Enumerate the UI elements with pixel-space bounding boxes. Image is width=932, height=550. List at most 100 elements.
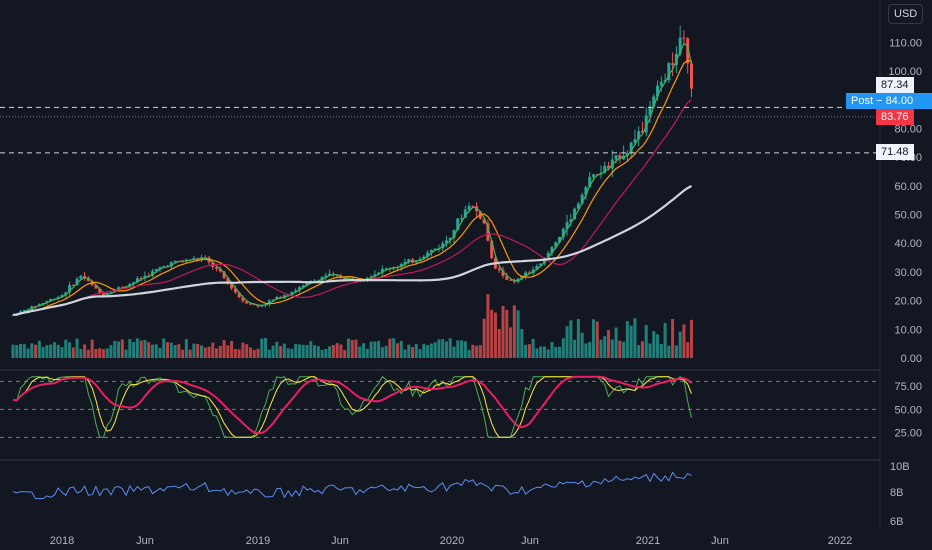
volume-bar [45,345,48,358]
volume-bar [381,347,384,358]
volume-bar [113,341,116,358]
volume-bar [524,345,527,358]
volume-bar [600,340,603,358]
volume-bar [181,350,184,358]
volume-bar [411,347,414,358]
candle-body [660,82,663,86]
volume-bar [132,342,135,358]
volume-bar [464,341,467,358]
volume-bar [660,344,663,358]
volume-bar [611,340,614,358]
volume-bar [664,323,667,358]
volume-bar [351,340,354,358]
bottom-tick-label: 10B [890,461,910,473]
volume-bar [298,344,301,358]
price-line-label-upper: 87.34 [876,77,914,93]
volume-bar [573,340,576,358]
volume-bar [532,339,535,358]
volume-bar [355,340,358,358]
volume-bar [592,319,595,358]
volume-bar [483,319,486,358]
volume-bar [569,320,572,358]
volume-bar [562,338,565,358]
volume-bar [49,345,52,358]
price-tick-label: 50.00 [894,210,922,222]
volume-bar [652,331,655,358]
volume-bar [151,345,154,358]
volume-bar [373,342,376,358]
price-tick-label: 80.00 [894,123,922,135]
price-tick-label: 30.00 [894,267,922,279]
volume-bar [637,345,640,358]
volume-bar [490,310,493,358]
volume-bar [641,341,644,358]
time-tick-label: Jun [331,535,349,547]
volume-bar [633,318,636,358]
volume-bar [317,346,320,358]
volume-bar [324,349,327,358]
volume-bar [159,348,162,358]
volume-bar [445,342,448,358]
volume-bar [34,345,37,358]
volume-bar [479,345,482,358]
volume-bar [656,334,659,358]
time-tick-label: 2018 [50,535,74,547]
volume-bar [468,350,471,358]
volume-bar [140,341,143,358]
volume-bar [121,339,124,358]
volume-bar [581,333,584,358]
volume-bar [358,346,361,358]
volume-bar [117,341,120,358]
volume-bar [441,339,444,358]
volume-bar [91,340,94,358]
volume-bar [306,345,309,358]
volume-bar [671,319,674,358]
volume-bar [339,345,342,358]
volume-bar [313,345,316,358]
volume-bar [505,310,508,358]
volume-bar [679,332,682,358]
volume-bar [128,339,131,358]
volume-bar [170,343,173,358]
volume-bar [245,344,248,358]
volume-bar [449,338,452,358]
volume-bar [234,349,237,358]
volume-bar [475,346,478,358]
volume-bar [230,341,233,358]
chart-background [0,0,932,550]
price-tick-label: 10.00 [894,324,922,336]
last-price-label: 83.76 [876,109,914,125]
candle-body [174,261,177,262]
volume-bar [42,347,45,358]
stock-chart[interactable]: 110.00100.0090.0080.0070.0060.0050.0040.… [0,0,932,550]
volume-bar [667,346,670,358]
volume-bar [87,350,90,358]
volume-bar [366,349,369,358]
volume-bar [309,341,312,358]
post-value: 84.00 [886,95,914,107]
volume-bar [268,350,271,358]
volume-bar [566,326,569,358]
volume-bar [241,343,244,358]
volume-bar [630,326,633,358]
time-tick-label: 2020 [440,535,464,547]
candle-body [671,63,674,65]
volume-bar [596,322,599,358]
volume-bar [177,344,180,358]
volume-bar [279,346,282,358]
volume-bar [57,345,60,358]
volume-bar [15,345,18,358]
volume-bar [27,349,30,358]
volume-bar [517,310,520,358]
volume-bar [558,347,561,358]
volume-bar [23,344,26,358]
candle-body [79,276,82,279]
volume-bar [456,340,459,358]
volume-bar [204,347,207,358]
volume-bar [61,347,64,358]
candle-body [468,206,471,210]
volume-bar [486,294,489,358]
oscillator-tick-label: 50.00 [894,404,922,416]
volume-bar [249,347,252,358]
currency-button[interactable]: USD [888,4,923,24]
